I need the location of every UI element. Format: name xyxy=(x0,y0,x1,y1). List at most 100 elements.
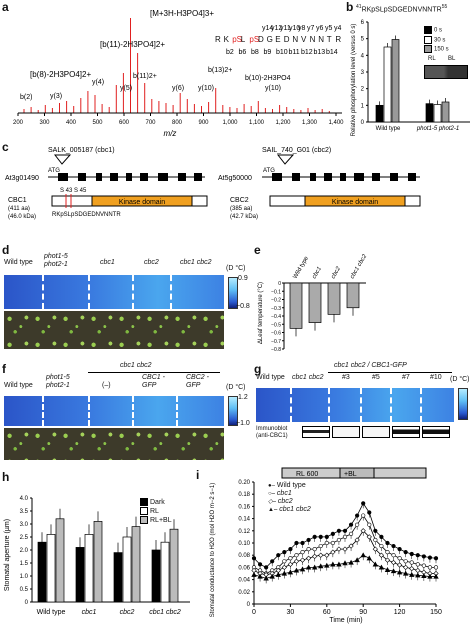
conductance-point xyxy=(342,546,348,552)
aperture-bar xyxy=(84,534,94,603)
peptide-residue: K xyxy=(224,35,230,44)
peptide-b-ion: b6 xyxy=(239,49,247,56)
bl-label: +BL xyxy=(344,471,357,478)
panel-e: e ΔLeaf temperature (°C) Wild type cbc1 cb… xyxy=(254,243,374,353)
aperture-ytick-label: 1.0 xyxy=(20,574,29,580)
conductance-point xyxy=(312,553,318,560)
phospho-xtick-phot: phot1-5 phot2-1 xyxy=(416,126,459,132)
leaf-temp-ytick-label: −0.6 xyxy=(271,331,281,337)
ms-xtick-label: 400 xyxy=(66,120,77,126)
phospho-ylabel: Relative phosphorylation level (versus 0… xyxy=(351,24,357,137)
ion-label-b11-2: b(11)2+ xyxy=(133,73,157,80)
peptide-b-ion: b11 xyxy=(289,49,300,56)
ion-label-b2: b(2) xyxy=(20,94,32,101)
conductance-point xyxy=(293,558,300,564)
salk-label: SALK_005187 (cbc1) xyxy=(48,147,115,154)
peptide-y-ion: y12 xyxy=(271,25,282,32)
cbc2-kinase-domain xyxy=(304,195,406,207)
aperture-bar xyxy=(122,536,132,603)
conductance-ylabel: Stomatal conductance to H2O (mol H2O m−2… xyxy=(210,483,216,617)
d-genotype-cbc1: cbc1 xyxy=(100,259,115,266)
f-genotype-empty: (–) xyxy=(102,382,111,389)
gene1-atg: ATG xyxy=(48,168,60,174)
phospho-bar xyxy=(425,103,434,123)
conductance-point xyxy=(403,564,409,571)
exon-block xyxy=(194,173,202,181)
phospho-ytick-label: 2 xyxy=(361,87,365,93)
panel-d: d Wild type phot1-5 phot2-1 cbc1 cbc2 cb… xyxy=(0,243,250,351)
legend-item-rlbl: RL+BL xyxy=(140,516,172,525)
conductance-point xyxy=(324,540,329,546)
conductance-point xyxy=(318,552,324,558)
conductance-point xyxy=(263,575,269,581)
conductance-point xyxy=(269,573,275,579)
panel-label-b: b xyxy=(346,0,354,14)
conductance-chart: RL 600 +BL Stomatal conductance to H2O (… xyxy=(210,467,442,624)
gene1-locus: At3g01490 xyxy=(5,175,39,182)
conductance-point xyxy=(372,561,379,567)
panel-label-f: f xyxy=(2,362,6,376)
conductance-point xyxy=(366,534,372,540)
aperture-ytick-label: 2.5 xyxy=(20,535,29,541)
leaf-temp-xlabel: Wild type xyxy=(293,255,311,280)
conductance-point xyxy=(367,510,372,515)
legend-cbc2: ◇– cbc2 xyxy=(268,498,293,505)
f-genotype-wt: Wild type xyxy=(4,382,33,389)
conductance-point xyxy=(360,552,366,558)
conductance-point xyxy=(361,501,366,506)
conductance-point xyxy=(257,573,263,579)
ms-xtick-label: 500 xyxy=(92,120,103,126)
cbc1-kinase-label: Kinase domain xyxy=(119,199,165,206)
conductance-point xyxy=(415,553,420,558)
conductance-point xyxy=(288,546,293,552)
conductance-point xyxy=(373,528,378,533)
conductance-point xyxy=(348,543,354,549)
exon-block xyxy=(178,173,186,181)
leaf-temp-ytick-label: −0.7 xyxy=(271,339,281,345)
peptide-y-ion: y10 xyxy=(289,25,300,32)
aperture-ylabel: Stomatal aperture (µm) xyxy=(4,519,11,591)
aperture-bar xyxy=(160,541,170,603)
aperture-xlabel: cbc1 cbc2 xyxy=(149,609,181,616)
conductance-xtick-label: 0 xyxy=(252,609,256,616)
phospho-bar xyxy=(433,104,442,123)
conductance-ytick-label: 0.12 xyxy=(238,529,250,535)
d-scale-min: −0.8 xyxy=(236,303,250,310)
d-genotype-cbc2: cbc2 xyxy=(144,259,159,266)
ion-label-y4: y(4) xyxy=(92,79,104,86)
conductance-xtick-label: 120 xyxy=(394,609,406,616)
exon-block xyxy=(58,173,68,181)
conductance-point xyxy=(251,556,257,561)
leaf-temp-bar xyxy=(327,282,341,315)
g-genotype-10: #10 xyxy=(430,374,442,381)
aperture-bar xyxy=(93,521,103,603)
conductance-point xyxy=(385,540,390,546)
ms-xtick-label: 1,000 xyxy=(222,120,238,126)
phospho-bar xyxy=(391,39,400,123)
gene2-atg: ATG xyxy=(263,168,275,174)
conductance-point xyxy=(397,556,402,561)
conductance-point xyxy=(397,546,402,552)
exon-block xyxy=(408,173,416,181)
conductance-xlabel: Time (min) xyxy=(329,617,362,624)
peptide-residue: N xyxy=(318,35,324,44)
conductance-point xyxy=(318,563,324,569)
aperture-ytick-label: 0.5 xyxy=(20,587,29,593)
panel-f-genotypes: Wild type phot1-5 phot2-1 (–) CBC1 -GFP … xyxy=(4,372,224,394)
panel-label-h: h xyxy=(2,470,10,484)
exon-block xyxy=(372,173,380,181)
conductance-point xyxy=(275,571,281,577)
conductance-xtick-label: 90 xyxy=(359,609,367,616)
aperture-legend: Dark RL RL+BL xyxy=(140,498,172,525)
peptide-residue: D xyxy=(258,35,264,44)
exon-block xyxy=(310,173,316,181)
conductance-point xyxy=(342,560,348,566)
legend-item-0s: 0 s xyxy=(424,26,449,36)
conductance-point xyxy=(403,559,408,564)
title-sequence: RKpSLpSDGEDNVNNTR xyxy=(361,6,442,14)
conductance-point xyxy=(433,565,439,570)
blot-band xyxy=(424,65,468,79)
conductance-point xyxy=(421,573,427,579)
f-genotype-phot: phot1-5 phot2-1 xyxy=(46,374,70,389)
peptide-y-ion: y8 xyxy=(298,25,306,32)
